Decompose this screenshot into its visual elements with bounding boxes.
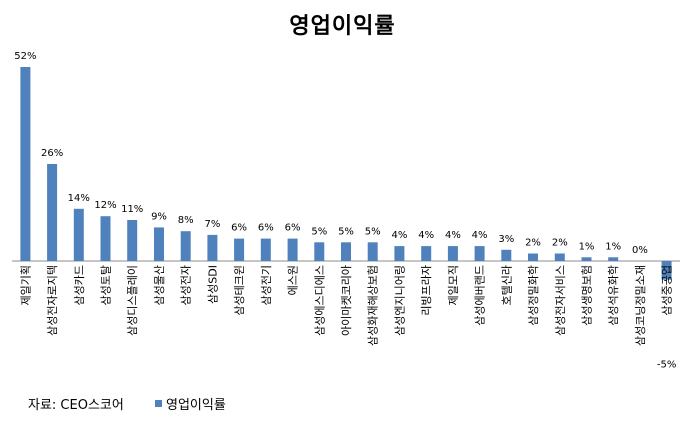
bar <box>367 242 378 261</box>
bar <box>154 227 164 261</box>
data-label: 1% <box>579 241 595 252</box>
bar <box>608 257 619 261</box>
category-label: 삼성석유화학 <box>607 265 620 326</box>
category-label: 삼성SDI <box>206 265 219 304</box>
data-label: 52% <box>14 51 36 62</box>
data-label: 26% <box>41 148 63 159</box>
category-label: 삼성토탈 <box>100 265 113 305</box>
data-label: 4% <box>418 230 434 241</box>
bar <box>314 242 325 261</box>
category-label: 제일모직 <box>446 265 460 305</box>
bar <box>47 164 58 261</box>
data-label: 5% <box>311 226 327 237</box>
bar <box>421 246 432 261</box>
source-note: 자료: CEO스코어 <box>28 398 124 413</box>
bar <box>207 234 218 261</box>
data-label: 2% <box>552 238 568 249</box>
legend: 영업이익률 <box>155 394 226 413</box>
chart-title: 영업이익률 <box>289 14 396 39</box>
bar <box>287 238 298 261</box>
bar <box>127 220 138 261</box>
category-label: 삼성전자 <box>180 265 193 305</box>
bar <box>528 253 538 261</box>
data-label: 11% <box>121 204 143 215</box>
legend-label: 영업이익률 <box>166 398 226 413</box>
bar <box>447 246 458 261</box>
category-label: 삼성엔지니어링 <box>393 265 406 336</box>
category-label: 삼성카드 <box>73 265 86 305</box>
bar <box>260 238 271 261</box>
legend-swatch <box>155 400 162 407</box>
data-label: 8% <box>178 215 194 226</box>
category-label: 리빙프라자 <box>420 265 433 316</box>
bar <box>234 238 245 261</box>
category-label: 삼성전기 <box>260 265 273 305</box>
category-label: 삼성전자로지텍 <box>46 265 59 336</box>
data-label: 14% <box>68 193 90 204</box>
bar <box>180 231 191 261</box>
bar <box>581 257 592 261</box>
category-label: 제일기획 <box>18 265 32 305</box>
data-label: 4% <box>391 230 407 241</box>
bar <box>394 246 405 261</box>
data-label: 0% <box>632 245 648 256</box>
data-label: 5% <box>365 226 381 237</box>
category-label: 삼성코닝정밀소재 <box>634 265 647 346</box>
data-label: -5% <box>657 360 676 371</box>
data-label: 4% <box>472 230 488 241</box>
category-label: 삼성테크윈 <box>232 265 246 316</box>
data-label: 9% <box>151 211 167 222</box>
data-label: 6% <box>285 223 301 234</box>
data-label: 5% <box>338 226 354 237</box>
data-label: 6% <box>231 223 247 234</box>
bar <box>501 249 512 261</box>
category-label: 삼성물산 <box>153 265 166 305</box>
category-label: 삼성정밀화학 <box>527 265 540 326</box>
data-label: 3% <box>498 234 514 245</box>
bar <box>554 253 565 261</box>
data-label: 4% <box>445 230 461 241</box>
category-label: 삼성생명보험 <box>581 265 594 326</box>
data-label: 2% <box>525 238 541 249</box>
category-label: 아이마켓코리아 <box>340 265 353 336</box>
data-label: 1% <box>605 241 621 252</box>
category-label: 삼성에버랜드 <box>474 265 487 326</box>
bar <box>661 261 672 280</box>
category-label: 삼성전자서비스 <box>554 265 567 336</box>
category-label: 에스원 <box>287 265 300 295</box>
data-label: 7% <box>204 219 220 230</box>
bar <box>100 216 111 261</box>
category-label: 삼성중공업 <box>661 265 674 316</box>
data-label: 12% <box>94 200 116 211</box>
bar <box>73 208 84 261</box>
category-label: 호텔신라 <box>500 265 513 305</box>
bar <box>20 67 31 261</box>
bar <box>474 246 485 261</box>
category-label: 삼성화재해상보험 <box>366 265 380 346</box>
category-label: 삼성디스플레이 <box>126 265 139 336</box>
category-label: 삼성에스디에스 <box>313 265 326 336</box>
bar <box>341 242 351 261</box>
data-label: 6% <box>258 223 274 234</box>
